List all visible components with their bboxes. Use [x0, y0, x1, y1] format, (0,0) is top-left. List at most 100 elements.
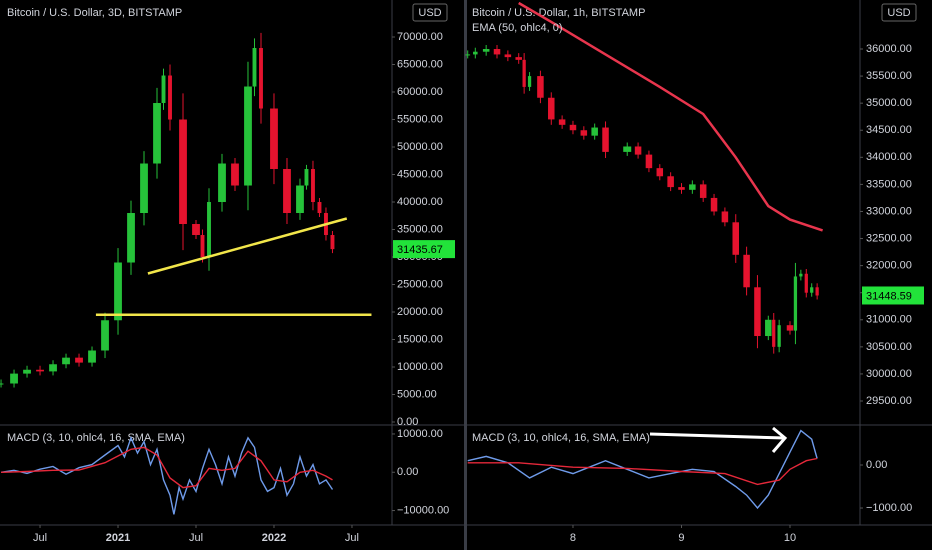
candle-body: [515, 57, 522, 60]
annotation-arrow: [649, 432, 786, 440]
candle-body: [218, 163, 226, 203]
macd-line: [0, 446, 333, 489]
candle-body: [244, 86, 252, 186]
candle-body: [527, 76, 532, 87]
currency-button[interactable]: [881, 3, 917, 22]
candle-body: [602, 127, 609, 152]
annotation-arrowhead: [771, 426, 788, 453]
candle-body: [161, 75, 166, 104]
y-tick-label: 20000.00: [397, 306, 443, 318]
y-tick-label: 33000.00: [866, 205, 912, 217]
last-price-label: 31448.59: [866, 290, 912, 302]
y-tick-label: 65000.00: [397, 58, 443, 70]
candle-body: [772, 319, 776, 347]
candle-body: [522, 59, 526, 87]
candle-body: [810, 287, 814, 293]
candle-body: [678, 187, 685, 190]
candle-body: [656, 168, 664, 177]
candle-body: [207, 202, 211, 258]
y-tick-label: 35500.00: [866, 70, 912, 82]
candle-body: [10, 373, 18, 384]
y-tick-label: 30500.00: [866, 341, 912, 353]
y-tick-label: 10000.00: [397, 428, 443, 440]
candle-body: [62, 357, 70, 365]
candle-body: [710, 197, 718, 212]
candle-body: [504, 54, 512, 58]
candle-body: [569, 124, 577, 131]
candle-body: [634, 146, 642, 155]
candle-body: [114, 262, 122, 321]
y-tick-label: 5000.00: [397, 388, 437, 400]
y-tick-label: 55000.00: [397, 113, 443, 125]
x-tick-label: 10: [784, 532, 796, 544]
candle-body: [127, 213, 135, 263]
currency-label[interactable]: USD: [418, 7, 441, 19]
pane-title: MACD (3, 10, ohlc4, 16, SMA, EMA): [7, 432, 185, 444]
candle-body: [101, 320, 109, 351]
ema-line: [518, 1, 823, 232]
y-tick-label: 30000.00: [866, 368, 912, 380]
candle-body: [270, 108, 278, 170]
candle-body: [591, 127, 598, 136]
x-tick-label: Jul: [33, 532, 47, 544]
x-tick-label: 8: [570, 532, 576, 544]
y-tick-label: 32500.00: [866, 232, 912, 244]
y-tick-label: −10000.00: [397, 504, 449, 516]
candle-body: [721, 211, 729, 223]
pane-title: Bitcoin / U.S. Dollar, 1h, BITSTAMP: [472, 7, 645, 19]
x-tick-label: Jul: [189, 532, 203, 544]
pane-title: Bitcoin / U.S. Dollar, 3D, BITSTAMP: [7, 7, 182, 19]
y-tick-label: 70000.00: [397, 31, 443, 43]
y-tick-label: 34000.00: [866, 151, 912, 163]
candle-body: [296, 185, 304, 214]
last-price-box: [393, 240, 455, 259]
candle-body: [140, 163, 148, 214]
candle-body: [317, 202, 322, 214]
candle-body: [200, 235, 205, 258]
pane-title: MACD (3, 10, ohlc4, 16, SMA, EMA): [472, 432, 650, 444]
pane-divider: [464, 0, 467, 550]
candle-body: [623, 146, 632, 152]
y-tick-label: 32000.00: [866, 260, 912, 272]
candle-body: [743, 254, 750, 288]
candle-body: [88, 350, 96, 363]
candle-body: [558, 119, 566, 125]
trend-line: [147, 217, 348, 275]
candle-body: [689, 184, 696, 190]
candle-body: [153, 103, 161, 164]
candle-body: [75, 357, 83, 363]
candle-body: [815, 287, 819, 296]
candle-body: [482, 49, 490, 52]
candle-body: [699, 184, 707, 198]
candle-body: [793, 276, 798, 331]
candle-body: [179, 119, 187, 225]
y-tick-label: 31000.00: [866, 314, 912, 326]
candle-body: [231, 163, 239, 186]
candle-body: [330, 235, 335, 250]
y-tick-label: 60000.00: [397, 86, 443, 98]
candle-body: [252, 48, 257, 87]
candle-body: [36, 369, 44, 372]
candle-body: [799, 273, 803, 277]
candle-body: [0, 383, 4, 385]
candle-body: [304, 169, 309, 186]
candle-body: [465, 54, 471, 56]
candle-body: [754, 287, 761, 337]
candle-body: [537, 76, 544, 98]
y-tick-label: 45000.00: [397, 168, 443, 180]
candle-body: [667, 176, 674, 188]
ema-legend: EMA (50, ohlc4, 0): [472, 22, 563, 34]
y-tick-label: 36000.00: [866, 43, 912, 55]
candle-body: [192, 224, 200, 236]
candle-body: [23, 369, 31, 374]
candle-body: [493, 49, 501, 55]
y-tick-label: 29500.00: [866, 395, 912, 407]
currency-label[interactable]: USD: [887, 7, 910, 19]
candle-body: [732, 222, 740, 255]
macd-line: [467, 457, 818, 486]
candle-body: [580, 130, 588, 136]
currency-button[interactable]: [412, 3, 448, 22]
x-tick-label: 2022: [262, 532, 286, 544]
candle-body: [548, 97, 555, 120]
